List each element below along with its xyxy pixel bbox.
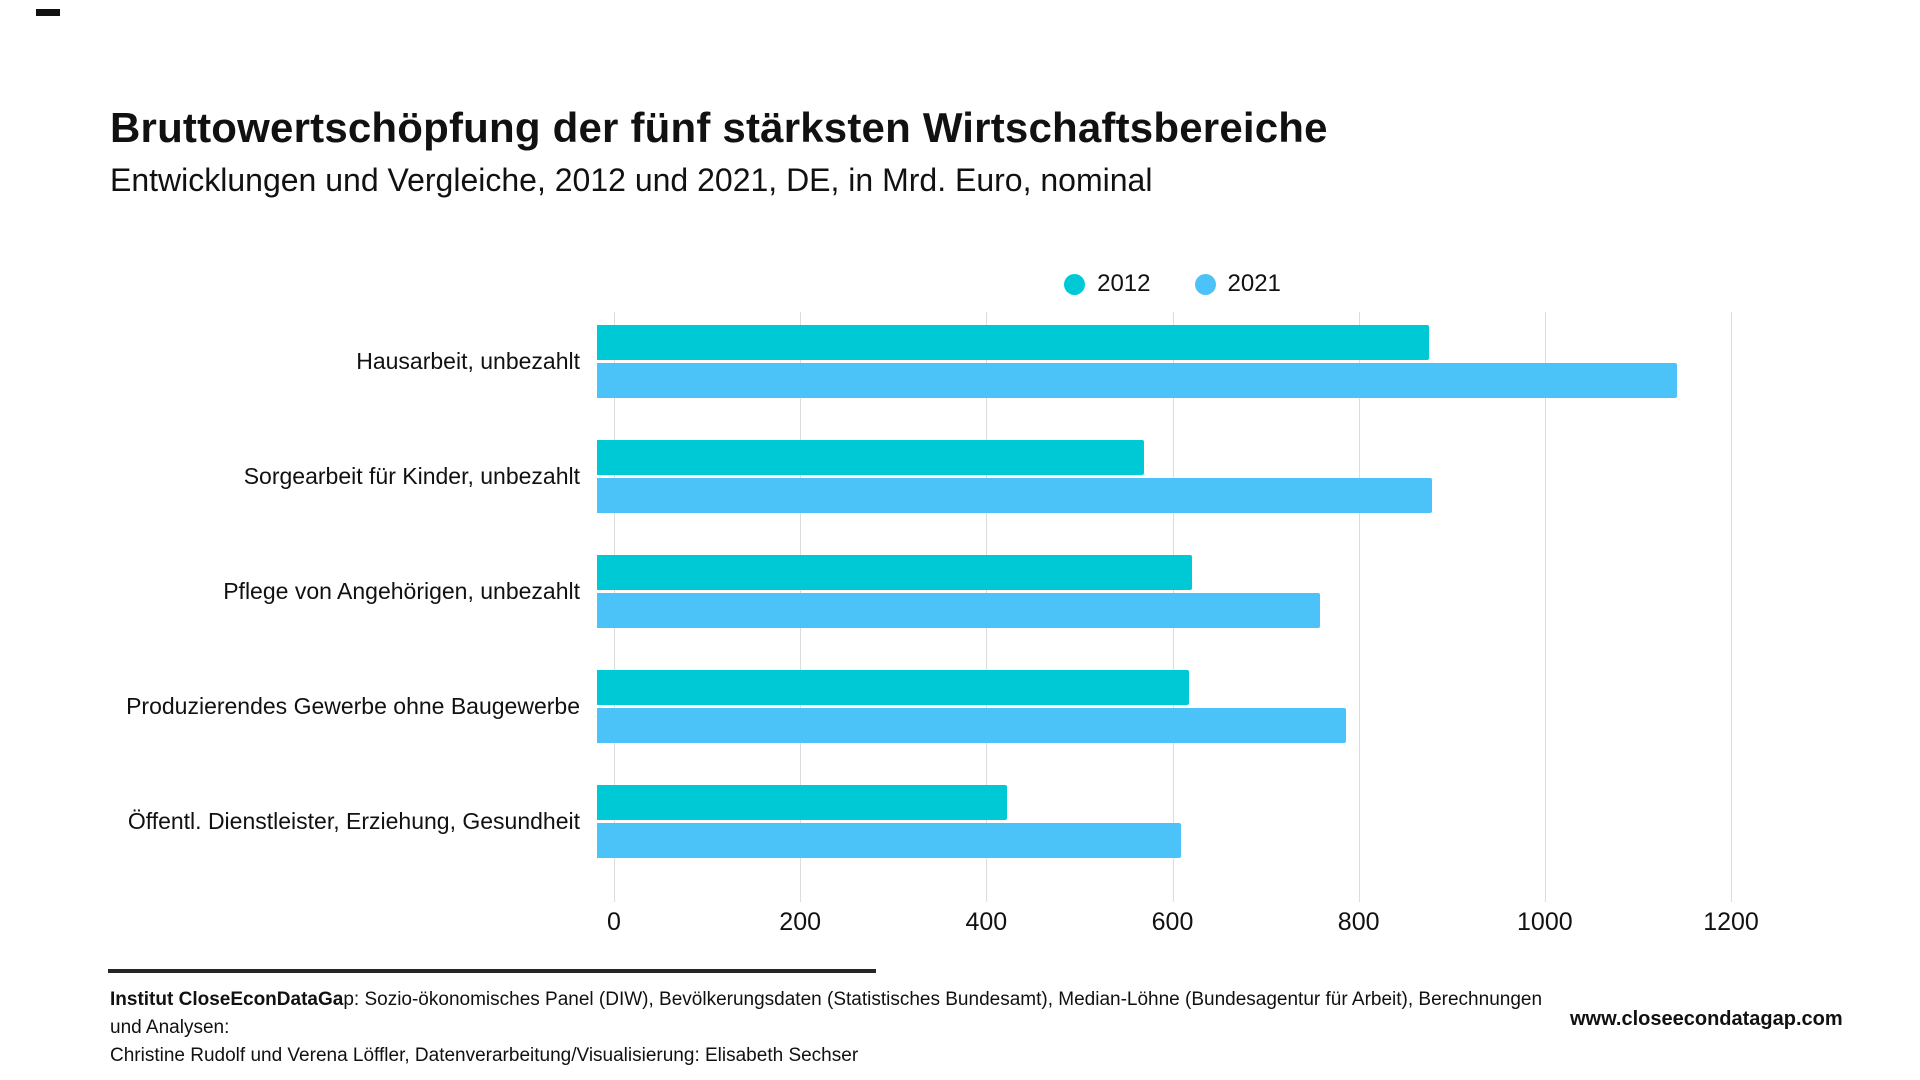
source-detail: p: Sozio-ökonomisches Panel (DIW), Bevöl… xyxy=(110,989,1543,1038)
chart-row-4: Produzierendes Gewerbe ohne Baugewerbe xyxy=(0,670,1731,743)
bar-2021-1 xyxy=(597,363,1677,398)
category-label-3: Pflege von Angehörigen, unbezahlt xyxy=(223,578,580,604)
bar-group-3 xyxy=(597,555,1714,628)
legend-dot-2012 xyxy=(1064,273,1086,295)
gridline-800 xyxy=(1358,312,1360,902)
footer-separator xyxy=(108,969,876,973)
source-line-2: Christine Rudolf und Verena Löffler, Dat… xyxy=(110,1045,859,1066)
chart-row-3: Pflege von Angehörigen, unbezahlt xyxy=(0,555,1731,628)
chart-row-2: Sorgearbeit für Kinder, unbezahlt xyxy=(0,440,1731,513)
legend-label-2021: 2021 xyxy=(1227,270,1281,297)
x-tick-200: 200 xyxy=(779,908,822,936)
legend-label-2012: 2012 xyxy=(1097,270,1151,297)
bar-group-2 xyxy=(597,440,1714,513)
bar-2021-5 xyxy=(597,823,1181,858)
x-tick-1200: 1200 xyxy=(1703,908,1759,936)
x-tick-400: 400 xyxy=(965,908,1008,936)
corner-mark xyxy=(36,9,60,16)
legend-dot-2021 xyxy=(1194,273,1216,295)
bar-group-5 xyxy=(597,785,1714,858)
gridline-1000 xyxy=(1544,312,1546,902)
source-institute: Institut CloseEconDataGa xyxy=(110,989,344,1010)
chart-row-1: Hausarbeit, unbezahlt xyxy=(0,325,1731,398)
bar-2012-1 xyxy=(597,325,1430,360)
bar-group-1 xyxy=(597,325,1714,398)
website-link[interactable]: www.closeecondatagap.com xyxy=(1570,1008,1843,1030)
x-tick-0: 0 xyxy=(607,908,621,936)
category-label-2: Sorgearbeit für Kinder, unbezahlt xyxy=(243,463,580,489)
gridline-1200 xyxy=(1731,312,1732,902)
bar-2012-4 xyxy=(597,670,1189,705)
legend: 2012 2021 xyxy=(614,270,1731,298)
bar-2021-3 xyxy=(597,593,1321,628)
page-title: Bruttowertschöpfung der fünf stärksten W… xyxy=(110,104,1328,151)
page-subtitle: Entwicklungen und Vergleiche, 2012 und 2… xyxy=(110,162,1153,198)
category-label-1: Hausarbeit, unbezahlt xyxy=(356,348,580,374)
category-label-5: Öffentl. Dienstleister, Erziehung, Gesun… xyxy=(127,808,580,834)
bar-chart: Hausarbeit, unbezahlt Sorgearbeit für Kin… xyxy=(0,312,1920,972)
chart-row-5: Öffentl. Dienstleister, Erziehung, Gesun… xyxy=(0,785,1731,858)
x-axis: 0 200 400 600 800 1000 1200 xyxy=(607,908,1759,948)
bar-2021-2 xyxy=(597,478,1432,513)
legend-item-2012: 2012 xyxy=(1064,270,1151,298)
bar-2012-5 xyxy=(597,785,1007,820)
x-tick-1000: 1000 xyxy=(1517,908,1573,936)
bar-group-4 xyxy=(597,670,1714,743)
source-line-1: Institut CloseEconDataGap: Sozio-ökonomi… xyxy=(110,986,1570,1042)
x-tick-600: 600 xyxy=(1151,908,1194,936)
category-label-4: Produzierendes Gewerbe ohne Baugewerbe xyxy=(126,693,580,719)
chart-rows: Hausarbeit, unbezahlt Sorgearbeit für Kin… xyxy=(0,325,1731,858)
source-note: Institut CloseEconDataGap: Sozio-ökonomi… xyxy=(110,986,1570,1070)
bar-2012-3 xyxy=(597,555,1192,590)
bar-2012-2 xyxy=(597,440,1145,475)
legend-item-2021: 2021 xyxy=(1194,270,1281,298)
x-tick-800: 800 xyxy=(1337,908,1380,936)
bar-2021-4 xyxy=(597,708,1347,743)
